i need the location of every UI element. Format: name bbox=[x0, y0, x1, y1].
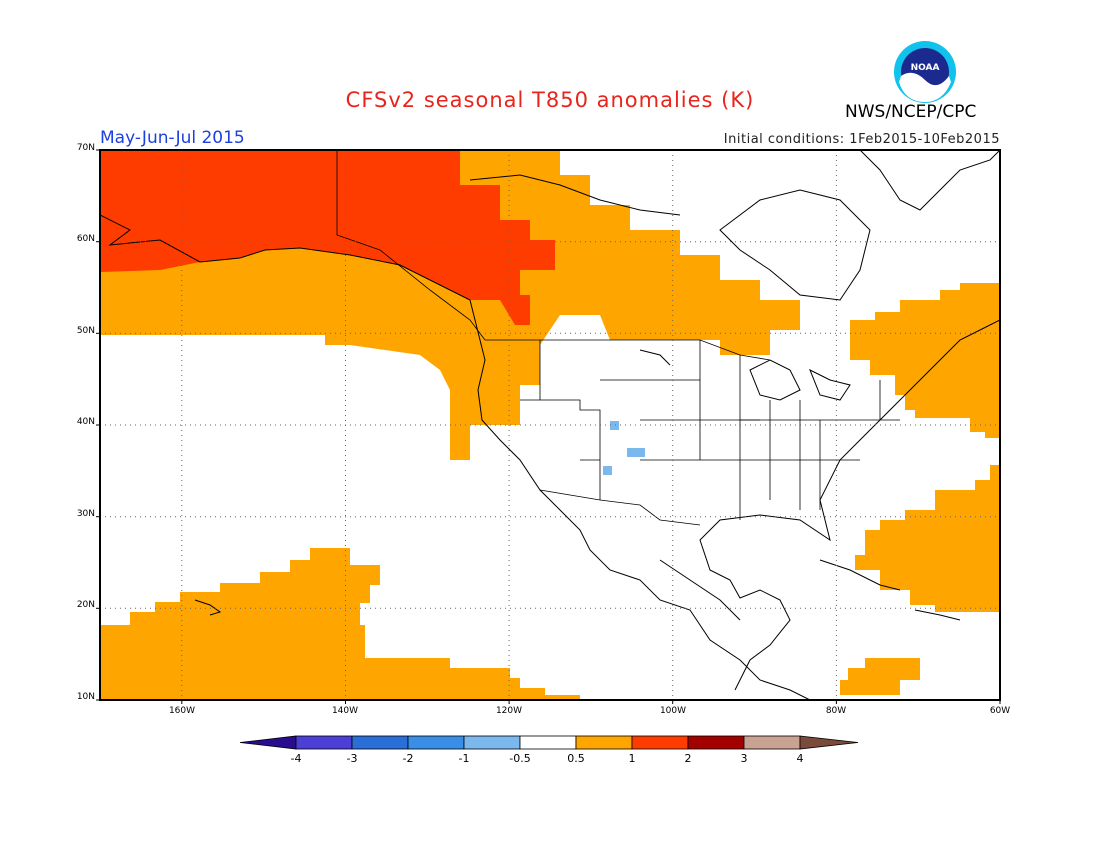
colorbar-arrow-high bbox=[799, 735, 859, 750]
colorbar-swatch-1 bbox=[295, 735, 353, 750]
colorbar-swatch-2 bbox=[351, 735, 409, 750]
colorbar-label-minus2: -2 bbox=[402, 752, 414, 765]
lat-label-10n: 10N bbox=[76, 692, 95, 702]
logo-text: NOAA bbox=[911, 63, 940, 73]
colorbar-label-0-5: 0.5 bbox=[567, 752, 585, 765]
lat-label-60n: 60N bbox=[76, 234, 95, 244]
colorbar-label-minus1: -1 bbox=[458, 752, 470, 765]
anomaly-region-caribbean bbox=[840, 658, 920, 695]
colorbar-arrow-low bbox=[239, 735, 297, 750]
anomaly-region-northeast bbox=[850, 283, 1000, 438]
lon-label-140w: 140W bbox=[331, 706, 359, 716]
anomaly-patch-blue-2 bbox=[627, 448, 645, 457]
anomaly-region-pacific bbox=[100, 548, 580, 700]
colorbar-label-minus0-5: -0.5 bbox=[509, 752, 531, 765]
colorbar-label-4: 4 bbox=[796, 752, 804, 765]
lat-label-50n: 50N bbox=[76, 326, 95, 336]
lon-label-120w: 120W bbox=[495, 706, 523, 716]
lat-label-30n: 30N bbox=[76, 509, 95, 519]
anomaly-patch-blue-3 bbox=[603, 466, 612, 475]
colorbar-swatch-8 bbox=[687, 735, 745, 750]
colorbar-swatch-6 bbox=[575, 735, 633, 750]
anomaly-region-atlantic bbox=[855, 465, 1000, 612]
lon-label-80w: 80W bbox=[825, 706, 847, 716]
lon-label-160w: 160W bbox=[168, 706, 196, 716]
colorbar-swatch-3 bbox=[407, 735, 465, 750]
colorbar-label-minus3: -3 bbox=[346, 752, 358, 765]
anomaly-fields bbox=[100, 150, 1000, 700]
agency-label: NWS/NCEP/CPC bbox=[845, 102, 977, 122]
lat-label-20n: 20N bbox=[76, 600, 95, 610]
political-borders bbox=[336, 150, 900, 526]
anomaly-patch-blue-1 bbox=[610, 421, 619, 430]
colorbar-label-3: 3 bbox=[740, 752, 748, 765]
lat-label-40n: 40N bbox=[76, 417, 95, 427]
noaa-logo-icon: NOAA bbox=[894, 41, 956, 103]
forecast-period: May-Jun-Jul 2015 bbox=[100, 128, 245, 148]
colorbar-label-minus4: -4 bbox=[290, 752, 302, 765]
initial-conditions: Initial conditions: 1Feb2015-10Feb2015 bbox=[723, 132, 1000, 147]
colorbar-swatch-4 bbox=[463, 735, 521, 750]
axis-ticks bbox=[96, 149, 1001, 704]
anomaly-region-alaska bbox=[100, 150, 555, 325]
lat-label-70n: 70N bbox=[76, 143, 95, 153]
chart-title: CFSv2 seasonal T850 anomalies (K) bbox=[345, 88, 755, 112]
colorbar-label-2: 2 bbox=[684, 752, 692, 765]
lon-label-60w: 60W bbox=[989, 706, 1011, 716]
lat-lon-grid bbox=[100, 150, 1000, 700]
colorbar-swatch-7 bbox=[631, 735, 689, 750]
colorbar-swatch-9 bbox=[743, 735, 801, 750]
colorbar-swatch-5 bbox=[519, 735, 577, 750]
colorbar-label-1: 1 bbox=[628, 752, 636, 765]
lon-label-100w: 100W bbox=[659, 706, 687, 716]
